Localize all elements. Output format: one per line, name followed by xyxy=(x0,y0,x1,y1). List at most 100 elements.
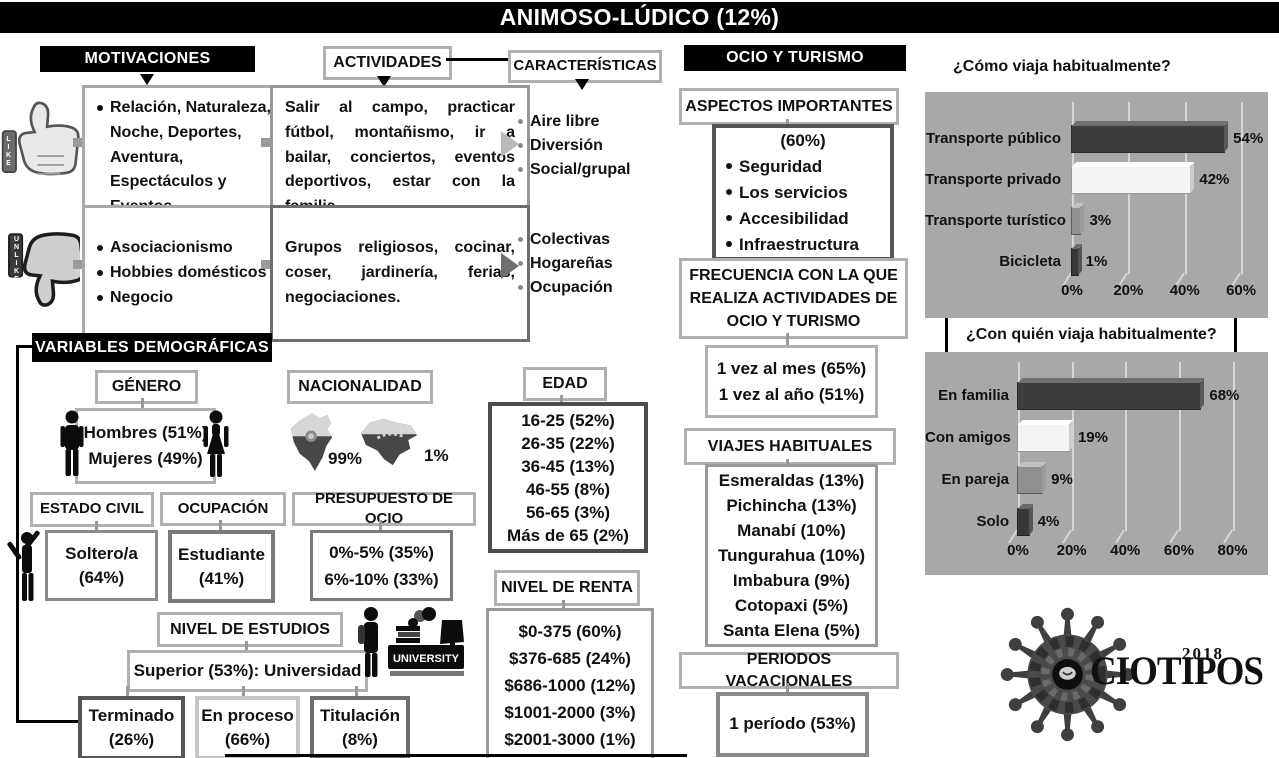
ocupacion-value: Estudiante xyxy=(178,544,265,564)
connector-stub xyxy=(379,520,382,530)
bullet xyxy=(97,270,103,277)
gridline xyxy=(1232,362,1235,531)
list-item: 16-25 (52%) xyxy=(521,410,615,430)
label: En proceso xyxy=(201,706,294,725)
page-title-banner: ANIMOSO-LÚDICO (12%) xyxy=(0,2,1279,33)
waving-person-icon xyxy=(2,527,54,603)
percent: (66%) xyxy=(224,730,271,749)
arrow-down-icon xyxy=(140,74,154,85)
caracteristicas-positivas-list: Aire libre Diversión Social/grupal xyxy=(518,110,658,182)
ociotipos-logo: 2018 CIOTIPOS xyxy=(985,592,1275,757)
motivaciones-header: MOTIVACIONES xyxy=(40,46,255,72)
chart1-title: ¿Cómo viaja habitualmente? xyxy=(953,58,1171,75)
ocupacion-header: OCUPACIÓN xyxy=(160,492,286,526)
list-item: Esmeraldas (13%) xyxy=(718,471,865,490)
list-item: 1 vez al mes (65%) xyxy=(716,358,867,378)
aspectos-box: (60%) Seguridad Los servicios Accesibili… xyxy=(712,124,894,261)
connector-stub xyxy=(245,641,248,650)
presupuesto-header: PRESUPUESTO DE OCIO xyxy=(292,490,476,527)
list-item: 46-55 (8%) xyxy=(525,479,611,499)
connector-stub xyxy=(562,600,565,608)
connector-node xyxy=(261,260,270,269)
nivel-estudios-header: NIVEL DE ESTUDIOS xyxy=(157,612,343,647)
list-item: Hobbies domésticos xyxy=(110,264,267,282)
connector-stub xyxy=(786,683,789,692)
x-axis-tick: 0% xyxy=(1007,542,1029,559)
bullet xyxy=(97,105,103,111)
estado-civil-value: Soltero/a xyxy=(65,543,138,563)
bar-category-label: Bicicleta xyxy=(999,253,1061,270)
bar-category-label: Solo xyxy=(976,513,1010,530)
bar-category-label: Con amigos xyxy=(925,429,1011,446)
bar-category-label: Transporte privado xyxy=(925,171,1061,188)
ocupacion-percent: (41%) xyxy=(198,568,245,588)
estudios-terminado-box: Terminado (26%) xyxy=(78,696,185,758)
x-axis-tick: 80% xyxy=(1217,542,1248,559)
bar xyxy=(1016,466,1044,494)
like-label: LIKE xyxy=(5,136,12,168)
motivaciones-negativas-box: Asociacionismo Hobbies domésticos Negoci… xyxy=(82,205,292,342)
presupuesto-box: 0%-5% (35%) 6%-10% (33%) xyxy=(310,530,453,601)
venezuela-map-icon xyxy=(358,414,420,468)
list-item: $686-1000 (12%) xyxy=(504,675,636,695)
gridline xyxy=(1178,362,1181,531)
list-item: Pichincha (13%) xyxy=(726,496,857,515)
bar-category-label: Transporte público xyxy=(925,130,1061,147)
connector-node xyxy=(261,138,270,147)
bar xyxy=(1071,248,1079,276)
connector-stub xyxy=(126,686,129,696)
motivaciones-positivas-text: Relación, Naturaleza, Noche, Deportes, A… xyxy=(110,99,271,215)
actividades-negativas-box: Grupos religiosos, cocinar, coser, jardi… xyxy=(270,205,530,342)
bullet xyxy=(97,294,103,301)
list-item: Tungurahua (10%) xyxy=(717,546,866,565)
nivel-estudios-superior-box: Superior (53%): Universidad xyxy=(127,650,368,692)
bar xyxy=(1016,382,1202,410)
periodos-box: 1 período (53%) xyxy=(716,692,869,757)
bullet xyxy=(726,162,732,169)
bullet xyxy=(726,214,732,221)
university-icon: UNIVERSITY xyxy=(358,602,468,697)
bar-category-label: Transporte turístico xyxy=(925,212,1066,229)
bullet xyxy=(97,245,103,252)
connector-stub xyxy=(95,521,98,530)
university-label: UNIVERSITY xyxy=(393,653,460,665)
bar xyxy=(1017,424,1070,452)
genero-hombres: Hombres (51%) xyxy=(83,422,208,442)
percent: (26%) xyxy=(108,730,155,749)
man-icon xyxy=(57,410,87,478)
connector-line xyxy=(16,720,78,723)
bar-category-label: En familia xyxy=(938,387,1009,404)
arrow-down-icon xyxy=(377,76,391,87)
viajes-box: Esmeraldas (13%) Pichincha (13%) Manabí … xyxy=(705,464,878,647)
estudios-titulacion-box: Titulación (8%) xyxy=(310,696,410,758)
bullet xyxy=(726,188,732,195)
list-item: Negocio xyxy=(110,288,174,306)
genero-mujeres: Mujeres (49%) xyxy=(88,449,203,468)
edad-header: EDAD xyxy=(523,367,607,401)
arrow-right-icon xyxy=(501,253,519,279)
connector-node xyxy=(73,138,82,147)
list-item: Social/grupal xyxy=(530,161,631,178)
estado-civil-percent: (64%) xyxy=(78,567,125,587)
motivaciones-positivas-box: Relación, Naturaleza, Noche, Deportes, A… xyxy=(82,85,292,224)
connector-node xyxy=(73,260,82,269)
nivel-renta-box: $0-375 (60%) $376-685 (24%) $686-1000 (1… xyxy=(486,608,654,758)
venezuela-percent: 1% xyxy=(424,446,449,465)
x-axis-tick: 40% xyxy=(1110,542,1141,559)
bar-value-label: 19% xyxy=(1077,429,1108,446)
list-item: 6%-10% (33%) xyxy=(324,569,439,589)
label: Titulación xyxy=(320,706,400,725)
nacionalidad-header: NACIONALIDAD xyxy=(287,370,433,404)
list-item: 36-45 (13%) xyxy=(521,456,615,476)
unlike-label: UNLIKE xyxy=(13,236,20,284)
travel-mode-chart: 0% 20% 40% 60% 54% 42% 3% 1% Transporte público T… xyxy=(925,92,1268,318)
frame-line xyxy=(225,754,687,757)
list-item: Los servicios xyxy=(739,182,848,202)
bullet xyxy=(518,237,523,242)
logo-year: 2018 xyxy=(1182,644,1224,663)
gridline xyxy=(1125,362,1128,531)
connector-stub xyxy=(786,333,789,345)
connector-stub xyxy=(242,686,245,696)
caracteristicas-negativas-list: Colectivas Hogareñas Ocupación xyxy=(518,228,658,300)
